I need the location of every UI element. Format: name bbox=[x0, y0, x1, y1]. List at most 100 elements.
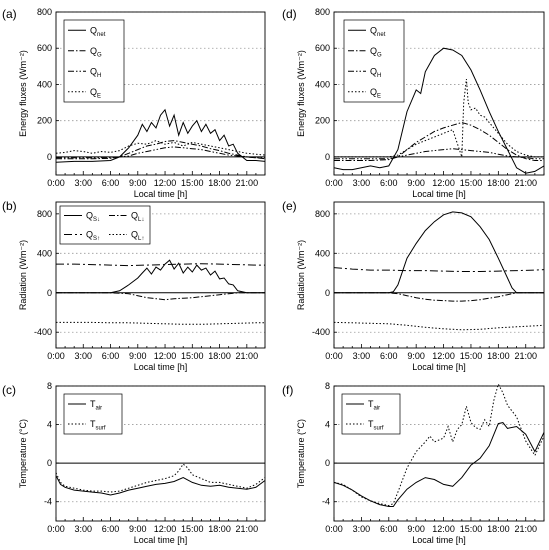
x-tick-label: 9:00 bbox=[407, 178, 425, 188]
y-tick-label: 4 bbox=[325, 420, 330, 430]
y-tick-label: 400 bbox=[315, 79, 330, 89]
x-tick-label: 3:00 bbox=[74, 524, 92, 534]
panel-label: (c) bbox=[2, 383, 16, 397]
y-tick-label: 600 bbox=[315, 43, 330, 53]
x-tick-label: 18:00 bbox=[208, 524, 231, 534]
series-line-Q-net bbox=[333, 47, 545, 174]
x-tick-label: 21:00 bbox=[236, 524, 259, 534]
x-tick-label: 18:00 bbox=[208, 351, 231, 361]
x-tick-label: 9:00 bbox=[407, 524, 425, 534]
x-tick-label: 15:00 bbox=[181, 178, 204, 188]
x-tick-label: 15:00 bbox=[460, 351, 483, 361]
y-axis-label: Temperature (°C) bbox=[18, 419, 28, 488]
y-tick-label: 400 bbox=[37, 248, 52, 258]
x-tick-label: 9:00 bbox=[129, 351, 147, 361]
legend-entry: QH bbox=[370, 66, 381, 79]
y-axis-label: Temperature (°C) bbox=[296, 419, 306, 488]
series-line-Q-S↑ bbox=[56, 263, 265, 267]
x-tick-label: 12:00 bbox=[432, 351, 455, 361]
y-tick-label: 600 bbox=[37, 43, 52, 53]
legend: QS↓ QL↓ QS↑ QL↑ bbox=[59, 205, 151, 245]
legend-entry: QE bbox=[90, 87, 101, 100]
series-line-Q-G bbox=[334, 121, 544, 161]
y-tick-label: 800 bbox=[315, 7, 330, 17]
panel-label: (d) bbox=[282, 7, 297, 21]
x-tick-label: 12:00 bbox=[154, 351, 177, 361]
legend-entry: QL↑ bbox=[131, 230, 144, 243]
x-tick-label: 18:00 bbox=[487, 178, 510, 188]
y-axis-label: Energy fluxes (Wm⁻²) bbox=[18, 50, 28, 137]
x-tick-label: 15:00 bbox=[460, 524, 483, 534]
y-tick-label: 800 bbox=[37, 209, 52, 219]
y-tick-label: 800 bbox=[315, 209, 330, 219]
x-tick-label: 0:00 bbox=[47, 524, 65, 534]
y-tick-label: 400 bbox=[315, 248, 330, 258]
y-axis-label: Energy fluxes (Wm⁻²) bbox=[296, 50, 306, 137]
panel-e: (e) -400 0 400 800 0:00 3:00 6:00 9:00 12:00 15:00… bbox=[282, 199, 545, 372]
x-tick-label: 6:00 bbox=[102, 351, 120, 361]
legend-box bbox=[63, 19, 125, 103]
plot-frame bbox=[333, 201, 545, 349]
series-line-T-air bbox=[333, 422, 545, 507]
x-tick-label: 6:00 bbox=[380, 178, 398, 188]
x-tick-label: 12:00 bbox=[154, 178, 177, 188]
y-tick-label: 0 bbox=[47, 458, 52, 468]
x-tick-label: 3:00 bbox=[353, 178, 371, 188]
series-line-Q-L↑ bbox=[56, 321, 265, 325]
x-tick-label: 6:00 bbox=[102, 524, 120, 534]
x-tick-label: 0:00 bbox=[47, 351, 65, 361]
x-tick-label: 3:00 bbox=[353, 524, 371, 534]
legend: Tair Tsurf bbox=[63, 393, 123, 435]
x-tick-label: 21:00 bbox=[514, 351, 537, 361]
y-tick-label: 4 bbox=[47, 420, 52, 430]
x-axis-label: Local time [h] bbox=[412, 535, 466, 545]
panel-a: (a) 0 200 400 600 800 0:00 3:00 6:00 9:00 12:00 15:… bbox=[2, 7, 266, 199]
plot-frame bbox=[55, 385, 266, 522]
legend: Qnet QG QH QE bbox=[343, 19, 405, 103]
series-line-Q-E bbox=[55, 140, 266, 156]
legend-entry: QE bbox=[370, 87, 381, 100]
x-tick-label: 3:00 bbox=[74, 178, 92, 188]
y-tick-label: 8 bbox=[325, 381, 330, 391]
legend-entry: Qnet bbox=[370, 25, 386, 38]
y-tick-label: 200 bbox=[37, 116, 52, 126]
y-tick-label: -400 bbox=[34, 327, 52, 337]
x-tick-label: 3:00 bbox=[353, 351, 371, 361]
x-tick-label: 0:00 bbox=[47, 178, 65, 188]
x-tick-label: 0:00 bbox=[325, 524, 343, 534]
legend-box bbox=[59, 205, 151, 245]
plot-frame bbox=[55, 11, 266, 176]
y-tick-label: 800 bbox=[37, 7, 52, 17]
panel-label: (a) bbox=[2, 7, 17, 21]
panel-d: (d) 0 200 400 600 800 0:00 3:00 6:00 9:00 12:00 15:… bbox=[282, 7, 545, 199]
x-tick-label: 6:00 bbox=[102, 178, 120, 188]
x-axis-label: Local time [h] bbox=[134, 189, 188, 199]
x-tick-label: 12:00 bbox=[432, 178, 455, 188]
series-line-Q-G bbox=[56, 140, 266, 160]
series-line-T-air bbox=[55, 475, 266, 496]
y-tick-label: 0 bbox=[325, 152, 330, 162]
legend-entry: Tair bbox=[368, 399, 380, 412]
x-tick-label: 18:00 bbox=[487, 351, 510, 361]
legend-entry: QH bbox=[90, 66, 101, 79]
legend-entry: QG bbox=[90, 46, 102, 59]
x-tick-label: 12:00 bbox=[154, 524, 177, 534]
y-tick-label: 400 bbox=[37, 79, 52, 89]
series-line-Q-H bbox=[56, 146, 265, 159]
x-axis-label: Local time [h] bbox=[412, 362, 466, 372]
x-tick-label: 15:00 bbox=[181, 524, 204, 534]
legend-entry: Tsurf bbox=[90, 419, 106, 432]
panel-label: (f) bbox=[282, 383, 293, 397]
y-tick-label: -4 bbox=[44, 497, 52, 507]
legend-entry: QG bbox=[370, 46, 382, 59]
x-tick-label: 21:00 bbox=[514, 178, 537, 188]
x-tick-label: 18:00 bbox=[487, 524, 510, 534]
y-tick-label: 200 bbox=[315, 116, 330, 126]
series-line-Q-L↑ bbox=[333, 321, 545, 331]
x-tick-label: 6:00 bbox=[380, 524, 398, 534]
y-axis-label: Radiation (Wm⁻²) bbox=[296, 240, 306, 310]
y-axis-label: Radiation (Wm⁻²) bbox=[18, 240, 28, 310]
x-tick-label: 9:00 bbox=[407, 351, 425, 361]
x-tick-label: 6:00 bbox=[380, 351, 398, 361]
legend: Qnet QG QH QE bbox=[63, 19, 125, 103]
